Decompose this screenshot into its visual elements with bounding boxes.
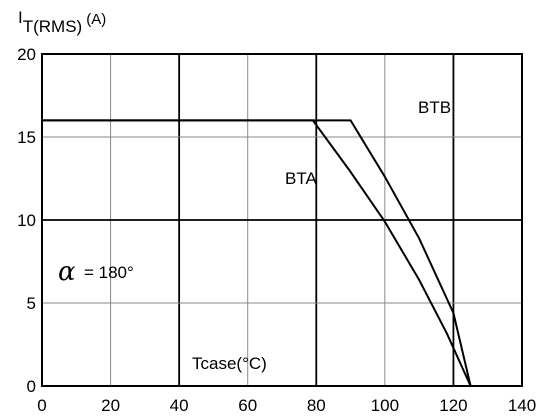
x-tick-label: 100 — [371, 396, 399, 415]
series-lines — [42, 119, 472, 387]
x-tick-label: 140 — [508, 396, 536, 415]
y-tick-labels: 0 5 10 15 20 — [17, 45, 36, 396]
series-label-btb: BTB — [418, 98, 451, 117]
x-tick-label: 120 — [439, 396, 467, 415]
y-axis-label-sub: T(RMS) — [23, 17, 82, 36]
y-axis-label: IT(RMS) (A) — [18, 8, 106, 36]
alpha-symbol: α — [58, 257, 76, 287]
y-tick-label: 5 — [27, 294, 36, 313]
x-tick-label: 40 — [170, 396, 189, 415]
series-label-bta: BTA — [285, 169, 317, 188]
y-tick-label: 20 — [17, 45, 36, 64]
y-tick-label: 15 — [17, 128, 36, 147]
alpha-value: = 180° — [84, 263, 134, 282]
y-axis-label-unit: (A) — [86, 11, 106, 28]
x-tick-label: 0 — [37, 396, 46, 415]
x-tick-label: 60 — [238, 396, 257, 415]
plot-frame — [41, 53, 523, 387]
x-tick-label: 80 — [307, 396, 326, 415]
series-line-btb — [42, 119, 472, 387]
y-tick-label: 10 — [17, 211, 36, 230]
x-axis-label: Tcase(°C) — [192, 354, 267, 373]
series-line-bta — [42, 119, 472, 387]
x-tick-labels: 0 20 40 60 80 100 120 140 — [37, 396, 536, 415]
x-tick-label: 20 — [101, 396, 120, 415]
y-tick-label: 0 — [27, 377, 36, 396]
y-axis-label-main: I — [18, 8, 23, 27]
